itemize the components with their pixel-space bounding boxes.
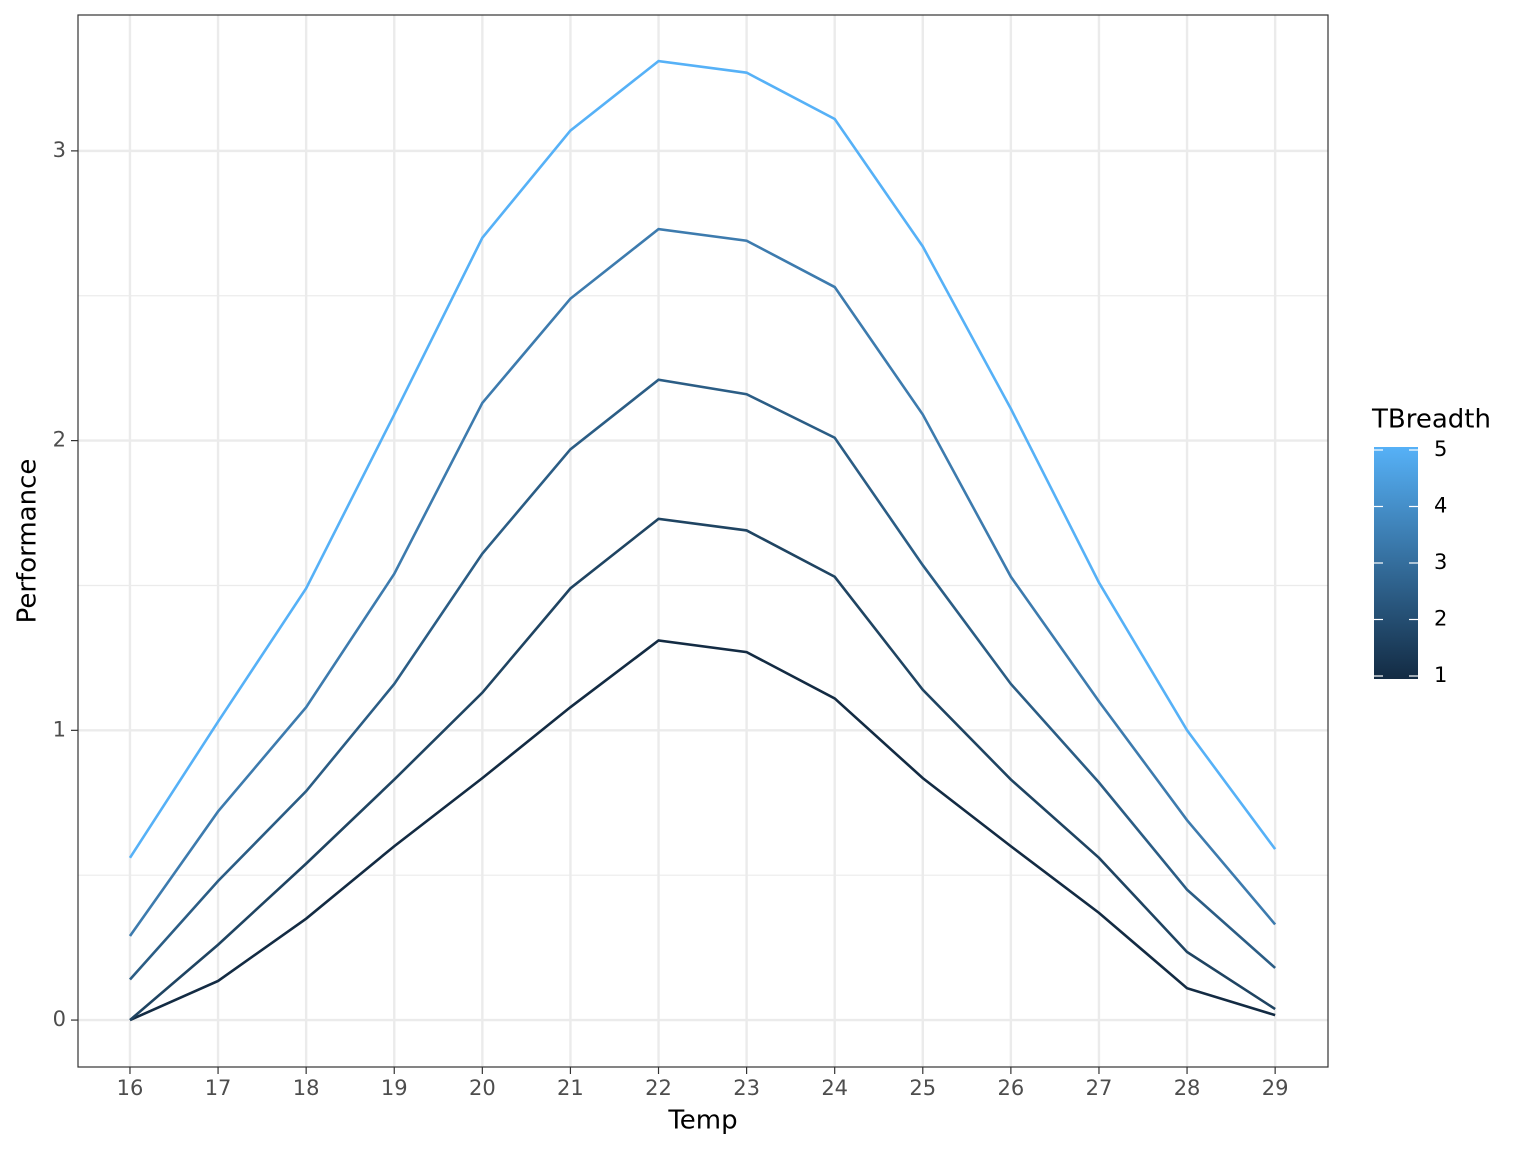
line <box>128 227 1277 937</box>
x-tick-label: 21 <box>557 1076 584 1100</box>
x-tick-label: 23 <box>733 1076 760 1100</box>
legend-label: 5 <box>1434 437 1447 461</box>
x-tick-label: 18 <box>293 1076 320 1100</box>
x-tick-label: 27 <box>1086 1076 1113 1100</box>
legend-label: 4 <box>1434 494 1447 518</box>
line <box>129 639 1276 1022</box>
line <box>129 517 1276 1022</box>
y-tick-label: 2 <box>53 428 66 452</box>
plot-border <box>77 14 1329 1068</box>
plot-background <box>78 15 1328 1067</box>
x-tick-label: 22 <box>645 1076 672 1100</box>
line <box>129 378 1277 981</box>
y-tick-label: 3 <box>53 138 66 162</box>
y-axis-title: Performance <box>13 459 43 624</box>
x-tick-label: 20 <box>469 1076 496 1100</box>
x-axis-title: Temp <box>667 1106 737 1136</box>
x-tick-label: 19 <box>381 1076 408 1100</box>
x-tick-label: 25 <box>909 1076 936 1100</box>
y-tick-label: 0 <box>53 1007 66 1031</box>
line <box>128 59 1277 859</box>
legend-label: 1 <box>1434 663 1447 687</box>
x-tick-label: 24 <box>821 1076 848 1100</box>
x-tick-label: 29 <box>1262 1076 1289 1100</box>
x-tick-label: 28 <box>1174 1076 1201 1100</box>
legend-title: TBreadth <box>1371 405 1491 435</box>
x-tick-label: 17 <box>205 1076 232 1100</box>
legend-label: 3 <box>1434 550 1447 574</box>
legend-label: 2 <box>1434 607 1447 631</box>
y-tick-label: 1 <box>53 717 66 741</box>
x-tick-label: 26 <box>998 1076 1025 1100</box>
x-tick-label: 16 <box>117 1076 144 1100</box>
